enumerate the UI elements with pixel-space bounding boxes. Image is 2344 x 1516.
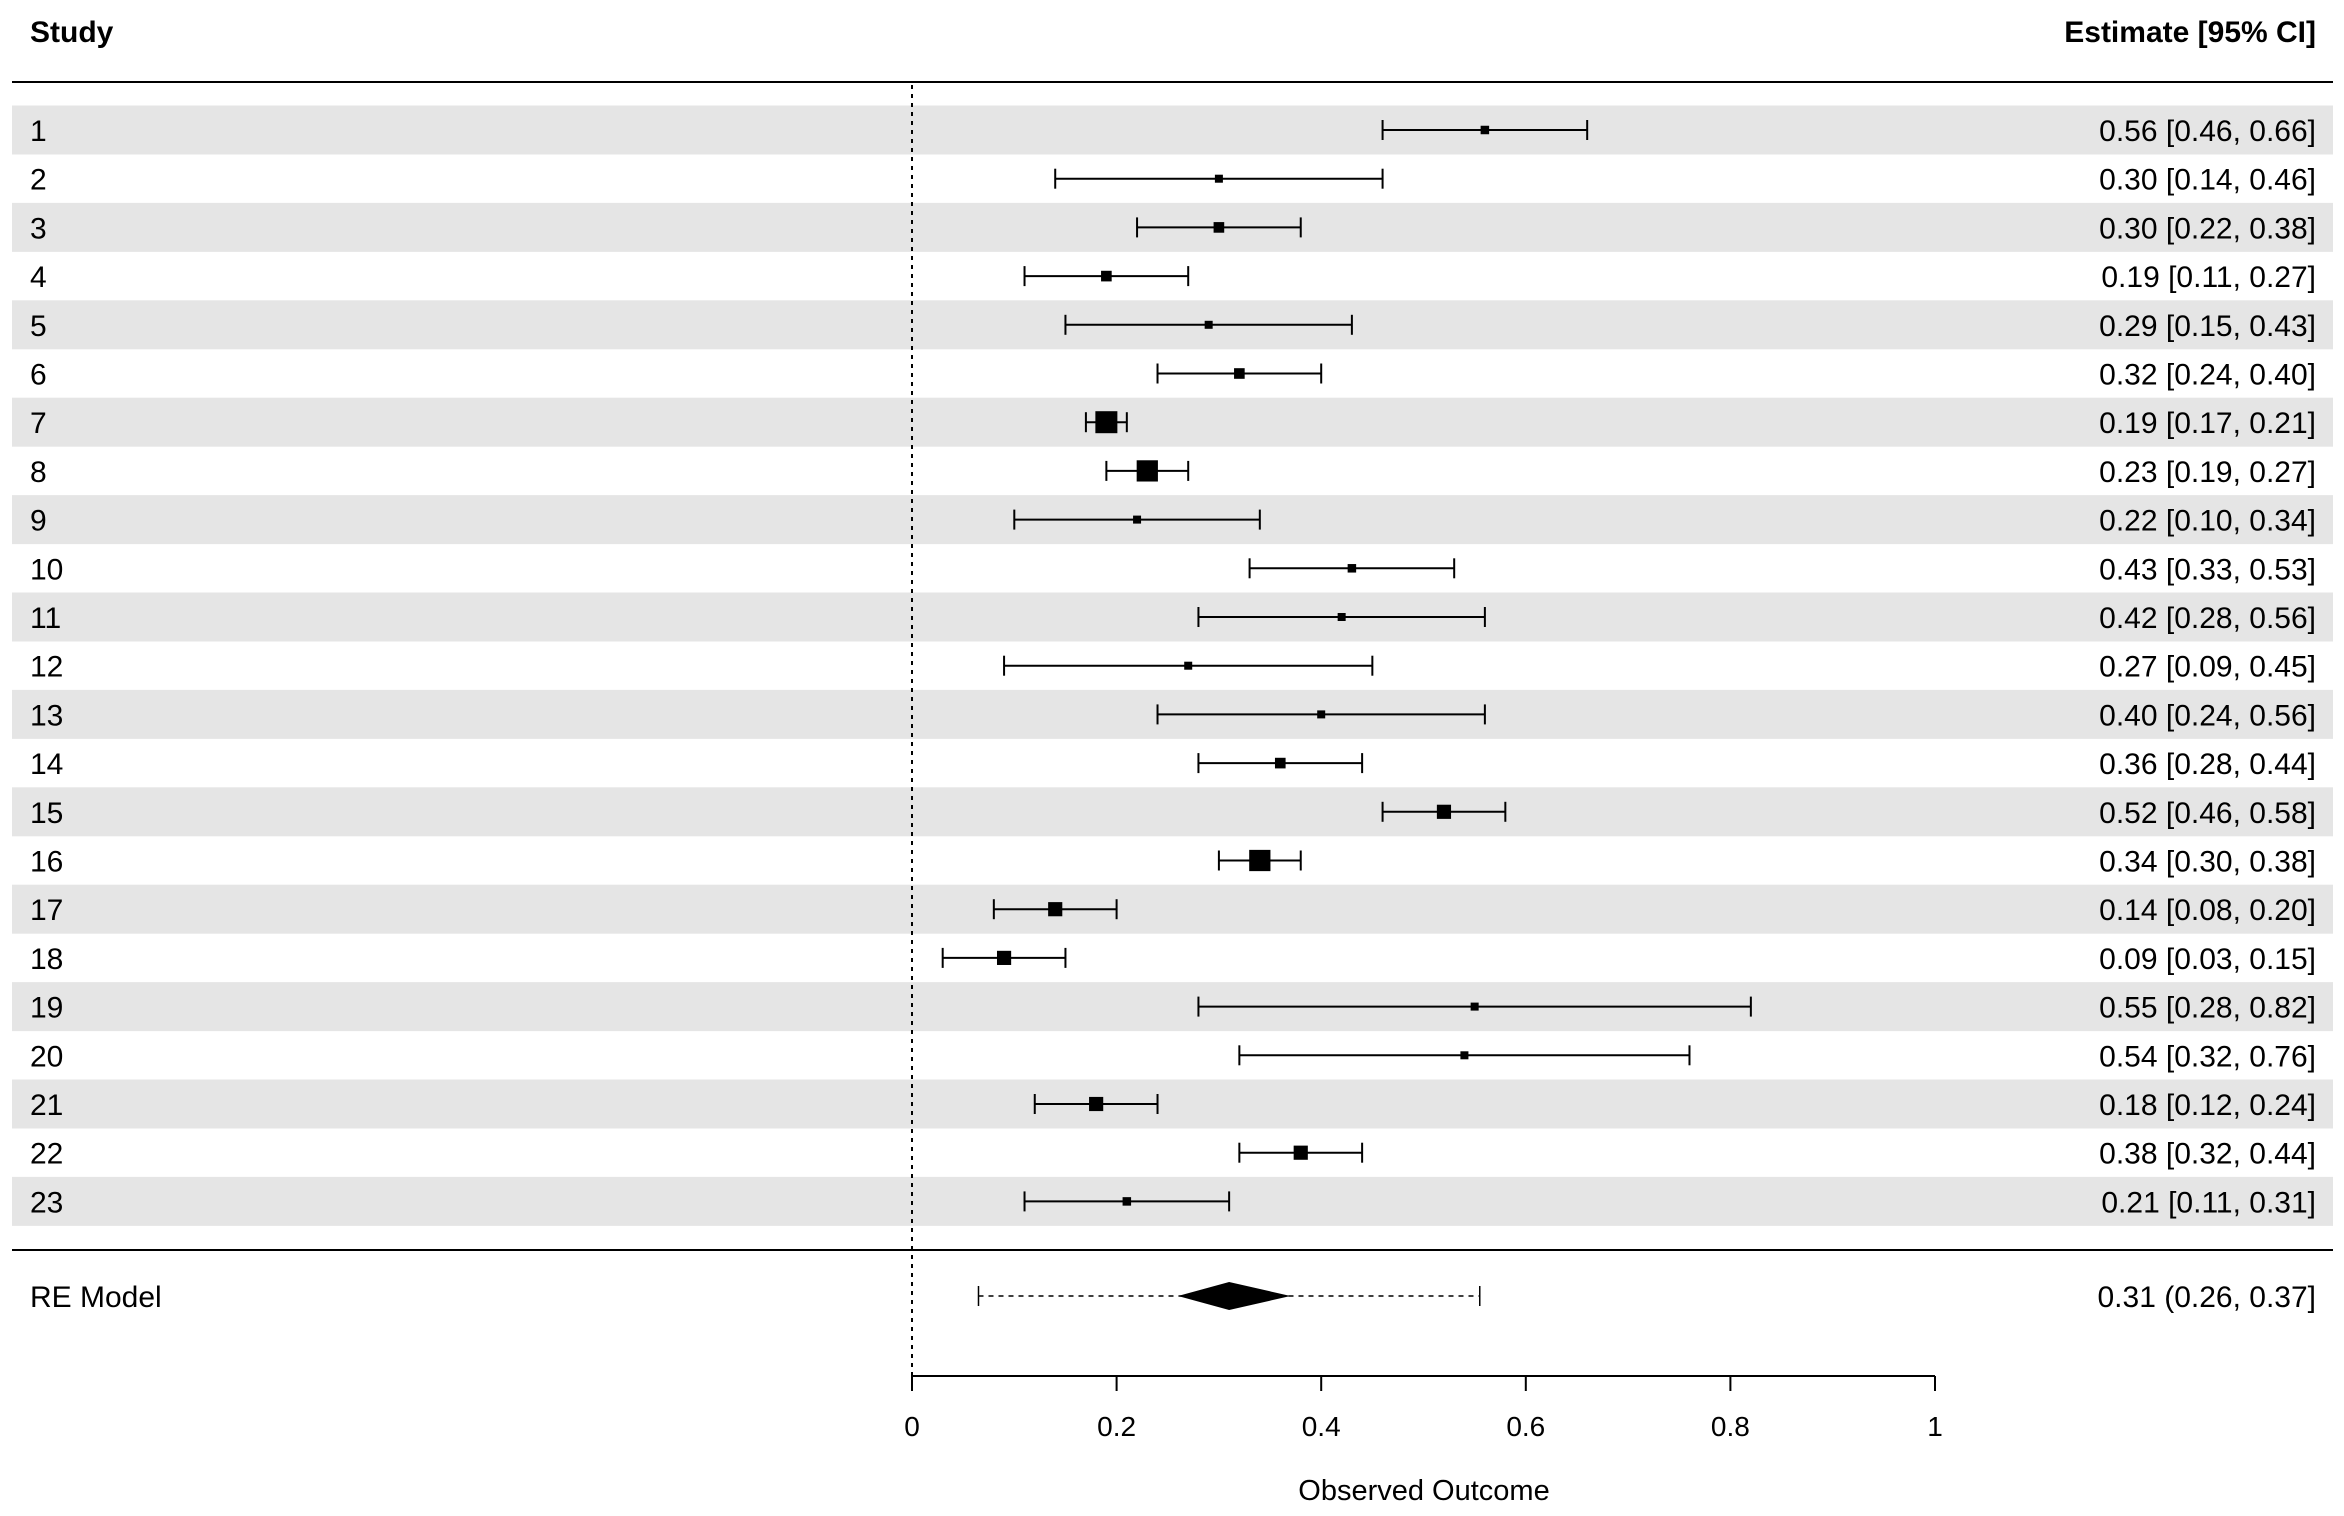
study-label: 15 [30, 797, 63, 830]
estimate-text: 0.22 [0.10, 0.34] [2099, 505, 2316, 538]
point-estimate [1436, 804, 1452, 819]
point-estimate [1136, 460, 1158, 482]
estimate-text: 0.14 [0.08, 0.20] [2099, 894, 2316, 927]
study-label: 19 [30, 992, 63, 1025]
row-shade [12, 787, 2333, 837]
study-label: 13 [30, 699, 63, 732]
point-estimate [1214, 174, 1223, 183]
point-estimate [1460, 1051, 1469, 1060]
summary-row: RE Model 0.31 (0.26, 0.37] [30, 1281, 2316, 1314]
study-label: 20 [30, 1040, 63, 1073]
study-label: 12 [30, 651, 63, 684]
header-estimate: Estimate [95% CI] [2064, 16, 2316, 49]
study-label: 1 [30, 115, 47, 148]
estimate-text: 0.38 [0.32, 0.44] [2099, 1138, 2316, 1171]
point-estimate [1249, 849, 1271, 872]
study-label: 21 [30, 1089, 63, 1122]
estimate-text: 0.23 [0.19, 0.27] [2099, 456, 2316, 489]
estimate-text: 0.19 [0.17, 0.21] [2099, 407, 2316, 440]
point-estimate [1293, 1145, 1308, 1160]
point-estimate [1122, 1197, 1132, 1206]
point-estimate [1101, 270, 1112, 282]
estimate-text: 0.19 [0.11, 0.27] [2101, 261, 2316, 294]
study-label: 2 [30, 164, 47, 197]
point-estimate [1184, 661, 1193, 670]
tick-label: 0.6 [1506, 1411, 1545, 1442]
estimate-text: 0.34 [0.30, 0.38] [2099, 846, 2316, 879]
estimate-text: 0.32 [0.24, 0.40] [2099, 359, 2316, 392]
row-shade [12, 982, 2333, 1032]
study-label: 18 [30, 943, 63, 976]
study-label: 6 [30, 359, 47, 392]
estimate-text: 0.36 [0.28, 0.44] [2099, 748, 2316, 781]
row-shade [12, 105, 2333, 155]
point-estimate [1480, 125, 1490, 135]
study-label: 10 [30, 553, 63, 586]
point-estimate [1213, 222, 1225, 233]
tick-label: 1 [1927, 1411, 1943, 1442]
tick-label: 0 [904, 1411, 920, 1442]
estimate-text: 0.56 [0.46, 0.66] [2099, 115, 2316, 148]
estimate-text: 0.21 [0.11, 0.31] [2101, 1186, 2316, 1219]
point-estimate [1317, 710, 1326, 719]
estimate-text: 0.09 [0.03, 0.15] [2099, 943, 2316, 976]
point-estimate [996, 950, 1012, 965]
tick-label: 0.2 [1097, 1411, 1136, 1442]
study-label: 17 [30, 894, 63, 927]
study-label: 4 [30, 261, 47, 294]
study-label: 9 [30, 505, 47, 538]
study-label: 3 [30, 212, 47, 245]
study-label: 16 [30, 846, 63, 879]
summary-diamond [1177, 1282, 1291, 1310]
row-shade [12, 884, 2333, 934]
point-estimate [1089, 1096, 1104, 1112]
study-label: 5 [30, 310, 47, 343]
estimate-text: 0.40 [0.24, 0.56] [2099, 699, 2316, 732]
estimate-text: 0.27 [0.09, 0.45] [2099, 651, 2316, 684]
point-estimate [1337, 613, 1346, 621]
estimate-text: 0.30 [0.22, 0.38] [2099, 212, 2316, 245]
summary-label: RE Model [30, 1281, 162, 1314]
point-estimate [1274, 757, 1286, 769]
estimate-text: 0.29 [0.15, 0.43] [2099, 310, 2316, 343]
study-label: 22 [30, 1138, 63, 1171]
point-estimate [1234, 368, 1245, 379]
point-estimate [1133, 515, 1142, 524]
estimate-text: 0.18 [0.12, 0.24] [2099, 1089, 2316, 1122]
row-shade [12, 1079, 2333, 1129]
estimate-text: 0.43 [0.33, 0.53] [2099, 553, 2316, 586]
study-label: 23 [30, 1186, 63, 1219]
row-shade [12, 397, 2333, 447]
estimate-text: 0.30 [0.14, 0.46] [2099, 164, 2316, 197]
estimate-text: 0.55 [0.28, 0.82] [2099, 992, 2316, 1025]
point-estimate [1048, 902, 1063, 917]
estimate-text: 0.52 [0.46, 0.58] [2099, 797, 2316, 830]
header-study: Study [30, 16, 114, 49]
x-axis: 0 0.2 0.4 0.6 0.8 1 [904, 1375, 1943, 1442]
tick-label: 0.8 [1711, 1411, 1750, 1442]
point-estimate [1204, 320, 1213, 329]
study-label: 14 [30, 748, 63, 781]
summary-estimate-text: 0.31 (0.26, 0.37] [2098, 1281, 2317, 1314]
point-estimate [1095, 411, 1118, 434]
row-shade [12, 592, 2333, 642]
point-estimate [1470, 1002, 1479, 1011]
study-rows: 1 0.56 [0.46, 0.66] 2 0.30 [0.14, 0.46] 3 0.3… [30, 115, 2316, 1219]
point-estimate [1347, 564, 1357, 573]
estimate-text: 0.42 [0.28, 0.56] [2099, 602, 2316, 635]
study-label: 7 [30, 407, 47, 440]
study-label: 8 [30, 456, 47, 489]
x-axis-title: Observed Outcome [1298, 1475, 1549, 1507]
estimate-text: 0.54 [0.32, 0.76] [2099, 1040, 2316, 1073]
study-label: 11 [30, 602, 61, 635]
tick-label: 0.4 [1302, 1411, 1341, 1442]
